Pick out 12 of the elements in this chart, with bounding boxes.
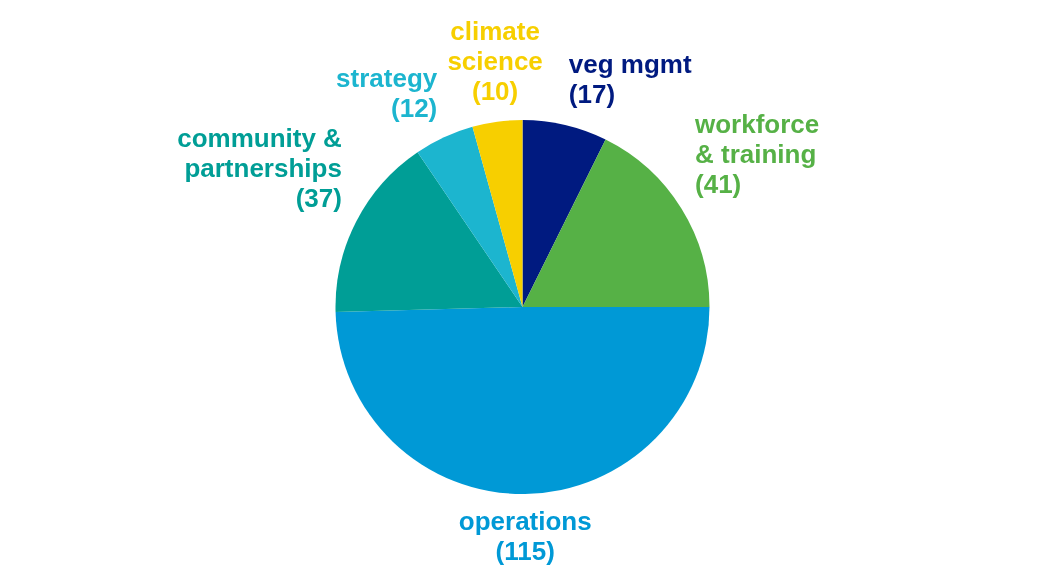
slice-label: climate science — [447, 16, 543, 77]
data-label: (115) — [495, 536, 555, 567]
data-label: (37) — [295, 183, 342, 214]
data-label: (41) — [695, 169, 742, 200]
data-label: (12) — [391, 92, 438, 123]
slice-label: community & partnerships — [177, 123, 342, 184]
slice-label: veg mgmt — [568, 49, 692, 80]
data-label: (10) — [471, 76, 519, 107]
data-label: (17) — [568, 79, 616, 110]
slice-label: operations — [458, 506, 592, 537]
slice-label: strategy — [336, 62, 438, 93]
slice-label: workforce & training — [694, 109, 820, 170]
